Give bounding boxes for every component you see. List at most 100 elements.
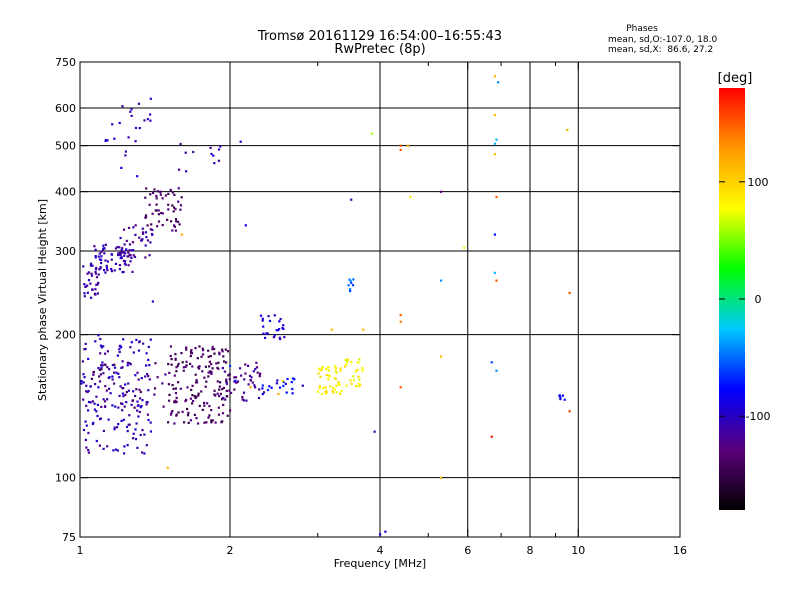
data-point [124,263,127,266]
data-point [181,361,184,364]
data-point [185,360,188,363]
data-point [111,378,114,381]
data-point [324,386,327,389]
data-point [85,390,88,393]
data-point [282,327,285,330]
data-point [168,399,171,402]
data-point [361,367,364,370]
data-point [167,203,170,206]
data-point [106,366,109,369]
data-point [186,407,189,411]
data-point [293,378,296,381]
data-point [113,428,116,431]
data-point [97,334,100,337]
data-point [357,382,360,385]
data-point [141,231,145,234]
data-point [328,374,331,377]
data-point [240,374,243,377]
data-point [261,319,264,322]
data-point [145,403,148,406]
data-point [138,340,141,343]
data-point [118,246,121,249]
data-point [495,369,498,372]
data-point [161,197,164,200]
data-point [117,252,120,255]
data-point [87,279,91,282]
data-point [189,350,193,353]
data-point [141,227,144,230]
data-point [106,269,109,272]
data-point [352,278,355,281]
data-point [339,392,342,395]
data-point [224,398,227,401]
data-point [122,338,125,341]
data-point [98,444,101,447]
data-point [183,421,186,424]
data-point [493,75,496,78]
data-point [203,421,206,424]
data-point [117,423,120,426]
data-point [114,448,117,451]
data-point [230,391,233,394]
data-point [211,367,214,370]
x-tick-label: 6 [464,544,471,557]
data-point [125,239,128,242]
data-point [144,256,147,259]
data-point [118,121,121,125]
data-point [145,236,148,239]
x-tick-label: 2 [227,544,234,557]
data-point [121,402,124,405]
data-point [136,400,139,403]
data-point [399,144,402,147]
data-point [100,250,103,254]
data-point [104,385,107,388]
data-point [339,367,342,370]
data-point [174,358,177,361]
data-point [154,362,157,365]
data-point [134,428,137,431]
data-point [568,291,571,294]
data-point [221,350,224,353]
data-point [239,367,242,370]
data-point [268,319,272,322]
data-point [118,268,121,271]
data-point [118,264,122,267]
data-point [110,267,113,271]
data-point [124,252,127,255]
data-point [327,366,330,369]
data-point [276,379,279,382]
data-point [128,249,131,252]
data-point [82,398,85,401]
data-point [108,368,111,371]
data-point [174,387,177,390]
data-point [116,426,119,429]
data-point [219,381,222,384]
data-point [359,383,362,386]
data-point [172,210,175,213]
data-point [114,262,118,265]
data-point [105,139,108,142]
data-point [84,285,88,288]
data-point [318,385,321,388]
data-point [349,289,352,293]
data-point [149,338,152,341]
data-point [159,190,162,193]
data-point [145,364,148,367]
data-point [213,347,216,351]
data-point [324,390,327,393]
data-point [154,209,157,212]
data-point [141,429,144,432]
data-point [213,352,216,355]
data-point [147,345,150,348]
data-point [198,345,201,348]
data-point [210,421,213,424]
data-point [99,337,102,341]
data-point [97,367,100,370]
data-point [133,255,137,259]
data-point [146,413,149,416]
data-point [283,336,286,339]
data-point [97,273,100,276]
data-point [121,409,124,412]
data-point [244,363,247,366]
